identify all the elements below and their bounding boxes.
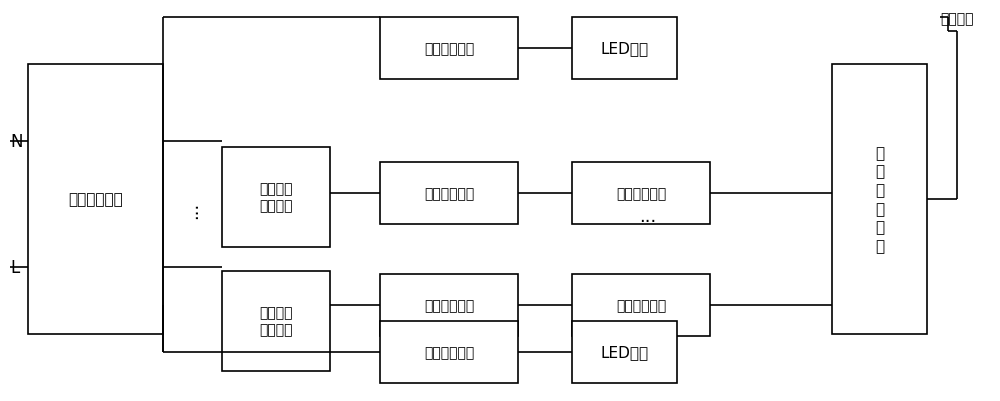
- Bar: [832, 65, 927, 334]
- Text: ···: ···: [639, 213, 657, 231]
- Text: 调光传输模块: 调光传输模块: [616, 186, 666, 200]
- Text: 调光信号: 调光信号: [940, 12, 974, 26]
- Bar: [222, 271, 330, 371]
- Text: 浪涌吸收模块: 浪涌吸收模块: [68, 192, 123, 207]
- Bar: [572, 18, 677, 80]
- Text: 异常测试
控制电路: 异常测试 控制电路: [259, 306, 293, 337]
- Bar: [380, 18, 518, 80]
- Bar: [222, 148, 330, 247]
- Bar: [572, 274, 710, 336]
- Bar: [380, 274, 518, 336]
- Text: 恒流控制模块: 恒流控制模块: [424, 298, 474, 312]
- Text: 电压处理模块: 电压处理模块: [424, 42, 474, 56]
- Bar: [380, 162, 518, 225]
- Text: 电压处理模块: 电压处理模块: [424, 345, 474, 359]
- Text: 调
光
控
制
模
块: 调 光 控 制 模 块: [875, 146, 884, 253]
- Bar: [380, 321, 518, 383]
- Text: L: L: [10, 258, 19, 276]
- Bar: [572, 162, 710, 225]
- Text: 异常测试
控制电路: 异常测试 控制电路: [259, 182, 293, 213]
- Bar: [572, 321, 677, 383]
- Text: ···: ···: [188, 201, 206, 218]
- Text: 调光传输模块: 调光传输模块: [616, 298, 666, 312]
- Text: 恒流控制模块: 恒流控制模块: [424, 186, 474, 200]
- Text: N: N: [10, 133, 23, 151]
- Bar: [28, 65, 163, 334]
- Text: LED模组: LED模组: [600, 344, 649, 360]
- Text: LED模组: LED模组: [600, 41, 649, 57]
